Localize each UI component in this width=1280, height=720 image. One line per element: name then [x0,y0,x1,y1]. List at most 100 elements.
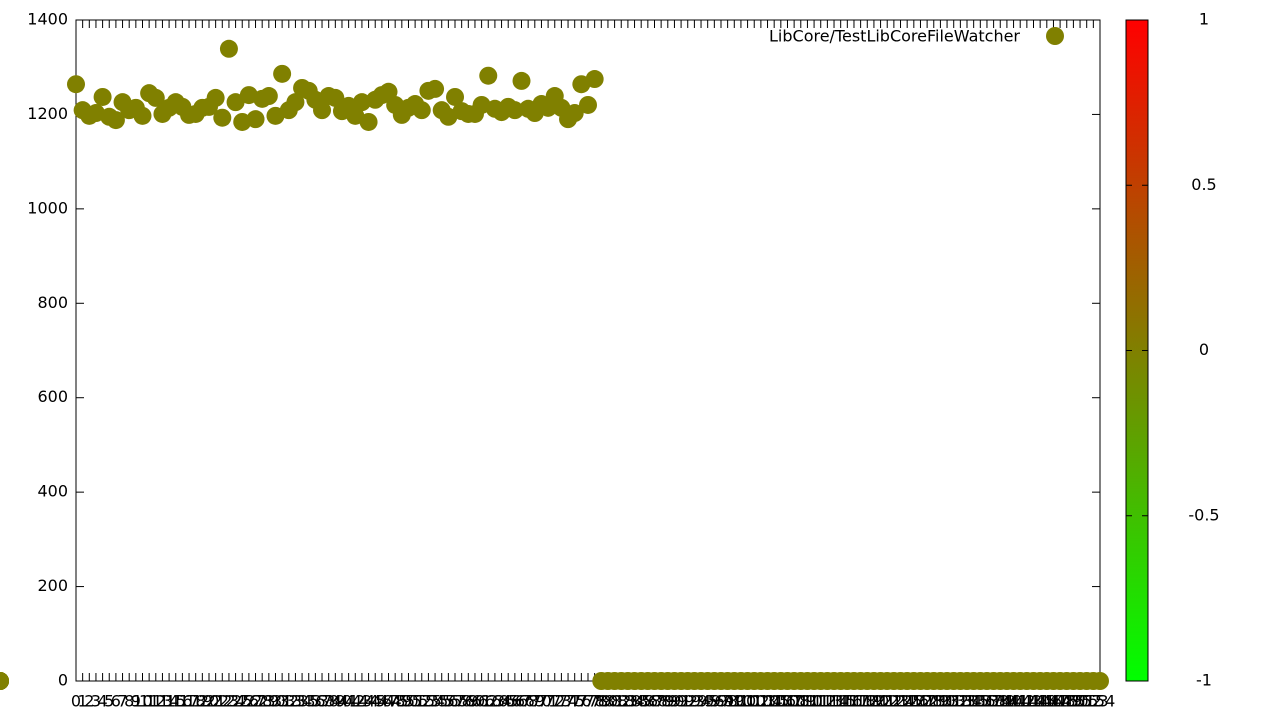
x-tick-label: 11 [139,692,159,711]
x-tick-label: 92 [678,692,698,711]
x-tick-label: 55 [432,692,452,711]
x-tick-label: 113 [812,692,843,711]
x-tick-label: 2 [84,692,94,711]
x-tick-label: 3 [91,692,101,711]
x-tick-label: 60 [465,692,485,711]
x-tick-label: 58 [451,692,471,711]
x-tick-label: 138 [978,692,1009,711]
x-tick-label: 89 [658,692,678,711]
x-tick-label: 124 [885,692,916,711]
x-tick-label: 87 [644,692,664,711]
x-tick-label: 84 [624,692,644,711]
point [246,110,265,129]
x-tick-label: 74 [558,692,578,711]
x-tick-label: 30 [265,692,285,711]
x-tick-label: 23 [219,692,239,711]
x-tick-label: 17 [179,692,199,711]
x-tick-label: 133 [945,692,976,711]
x-tick-label: 43 [352,692,372,711]
x-tick-label: 64 [491,692,511,711]
x-tick-label: 100 [726,692,757,711]
x-tick-label: 154 [1085,692,1116,711]
x-tick-label: 130 [925,692,956,711]
x-tick-label: 98 [717,692,737,711]
point [1091,672,1109,690]
x-tick-label: 123 [879,692,910,711]
point [219,39,238,58]
x-tick-label: 66 [505,692,525,711]
x-tick-label: 139 [985,692,1016,711]
x-tick-label: 29 [259,692,279,711]
point [359,112,378,131]
x-tick-label: 80 [598,692,618,711]
x-tick-label: 90 [664,692,684,711]
x-tick-label: 21 [205,692,225,711]
x-tick-label: 37 [312,692,332,711]
x-tick-label: 101 [732,692,763,711]
x-tick-label: 28 [252,692,272,711]
x-tick-label: 144 [1018,692,1049,711]
x-tick-label: 111 [799,692,830,711]
x-tick-label: 44 [358,692,378,711]
point [446,87,465,106]
colorbar-tick-label: 0 [1199,340,1209,359]
x-tick-label: 47 [378,692,398,711]
x-tick-label: 115 [825,692,856,711]
x-tick-label: 96 [704,692,724,711]
x-tick-label: 143 [1012,692,1043,711]
x-tick-label: 38 [318,692,338,711]
x-tick-label: 6 [111,692,121,711]
x-tick-label: 119 [852,692,883,711]
y-tick-label: 1400 [27,10,68,29]
x-tick-label: 39 [325,692,345,711]
x-tick-label: 110 [792,692,823,711]
x-tick-label: 116 [832,692,863,711]
x-tick-label: 14 [159,692,179,711]
x-tick-label: 127 [905,692,936,711]
y-tick-label: 800 [37,293,68,312]
x-tick-label: 125 [892,692,923,711]
x-tick-label: 153 [1078,692,1109,711]
x-tick-label: 12 [146,692,166,711]
x-tick-label: 34 [292,692,312,711]
point [0,672,9,690]
point [512,71,531,90]
x-tick-label: 15 [166,692,186,711]
x-tick-label: 120 [859,692,890,711]
point [505,101,524,120]
x-tick-label: 35 [299,692,319,711]
x-tick-label: 137 [972,692,1003,711]
x-tick-label: 51 [405,692,425,711]
legend-marker [1046,27,1064,45]
point [67,75,85,94]
point [146,88,165,107]
legend-label: LibCore/TestLibCoreFileWatcher [769,27,1020,46]
x-tick-label: 22 [212,692,232,711]
x-tick-label: 71 [538,692,558,711]
x-tick-label: 150 [1058,692,1089,711]
point [565,104,584,123]
x-tick-label: 147 [1038,692,1069,711]
x-tick-label: 142 [1005,692,1036,711]
x-tick-label: 140 [992,692,1023,711]
x-tick-label: 59 [458,692,478,711]
x-tick-label: 108 [779,692,810,711]
point [426,79,445,98]
x-tick-label: 129 [918,692,949,711]
x-tick-label: 42 [345,692,365,711]
x-tick-label: 93 [684,692,704,711]
point [479,66,498,85]
x-tick-label: 107 [772,692,803,711]
point [273,64,292,83]
point [93,87,112,106]
x-tick-label: 122 [872,692,903,711]
x-tick-label: 128 [912,692,943,711]
x-tick-label: 94 [691,692,711,711]
x-tick-label: 4 [98,692,108,711]
x-tick-label: 75 [565,692,585,711]
x-tick-label: 54 [425,692,445,711]
colorbar-tick-label: -1 [1196,671,1212,690]
x-tick-label: 135 [958,692,989,711]
x-tick-label: 45 [365,692,385,711]
x-tick-label: 132 [938,692,969,711]
